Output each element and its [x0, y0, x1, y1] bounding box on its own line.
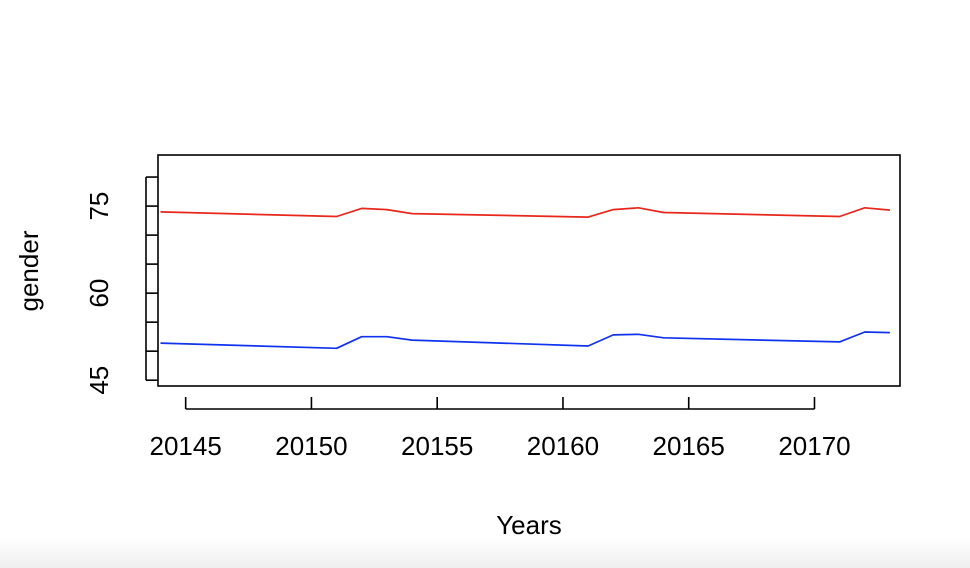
- series-layer: [160, 206, 890, 350]
- x-tick-label: 20145: [150, 431, 222, 461]
- x-tick-label: 20150: [275, 431, 347, 461]
- series-line-1: [160, 206, 890, 218]
- x-axis-title: Years: [496, 510, 562, 540]
- x-tick-label: 20165: [653, 431, 725, 461]
- y-axis: 45 60 75: [84, 176, 158, 395]
- y-axis-title: gender: [14, 230, 44, 311]
- bottom-shade: [0, 538, 970, 568]
- x-tick-label: 20155: [401, 431, 473, 461]
- y-tick-label: 75: [84, 192, 114, 221]
- x-axis: 20145 20150 20155 20160 20165 20170: [150, 397, 851, 461]
- series-line-2: [160, 331, 890, 350]
- y-tick-label: 60: [84, 279, 114, 308]
- y-tick-label: 45: [84, 366, 114, 395]
- plot-frame: [157, 154, 901, 387]
- x-tick-label: 20170: [778, 431, 850, 461]
- x-tick-label: 20160: [527, 431, 599, 461]
